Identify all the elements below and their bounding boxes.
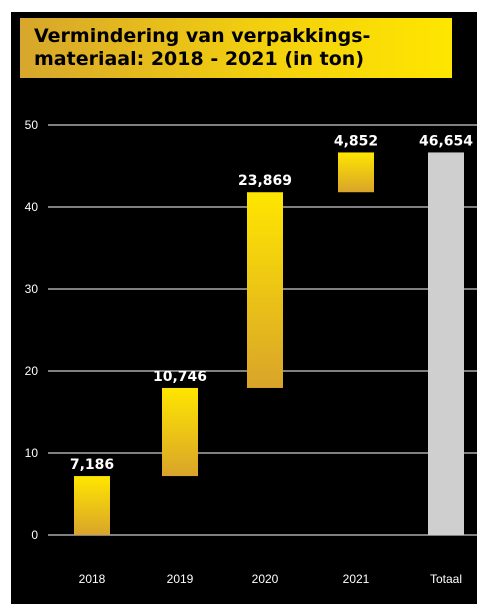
y-axis-ticks: 0 10 20 30 40 50 xyxy=(25,118,39,542)
bar-2020 xyxy=(247,192,283,388)
bar-2018 xyxy=(74,476,110,535)
bar-2021 xyxy=(338,152,374,193)
x-category-label: Totaal xyxy=(430,572,462,586)
x-category-label: 2018 xyxy=(79,572,106,586)
chart-title: Vermindering van verpakkings- materiaal:… xyxy=(34,25,371,70)
y-tick-label: 30 xyxy=(25,282,39,296)
chart-title-box: Vermindering van verpakkings- materiaal:… xyxy=(20,18,452,78)
y-tick-label: 20 xyxy=(25,364,39,378)
data-labels: 7,186 10,746 23,869 4,852 46,654 xyxy=(70,133,473,473)
y-tick-label: 0 xyxy=(31,528,38,542)
bar-totaal xyxy=(428,152,464,535)
y-tick-label: 40 xyxy=(25,200,39,214)
data-label-totaal: 46,654 xyxy=(419,133,473,149)
y-tick-label: 50 xyxy=(25,118,39,132)
data-label-2019: 10,746 xyxy=(153,369,207,385)
data-label-2018: 7,186 xyxy=(70,457,114,473)
x-category-label: 2020 xyxy=(252,572,279,586)
data-label-2020: 23,869 xyxy=(238,173,292,189)
bar-2019 xyxy=(162,387,198,477)
y-tick-label: 10 xyxy=(25,446,39,460)
bars xyxy=(74,152,464,535)
x-category-label: 2019 xyxy=(167,572,194,586)
x-category-label: 2021 xyxy=(343,572,370,586)
data-label-2021: 4,852 xyxy=(334,133,378,149)
x-axis-categories: 2018 2019 2020 2021 Totaal xyxy=(79,572,462,586)
